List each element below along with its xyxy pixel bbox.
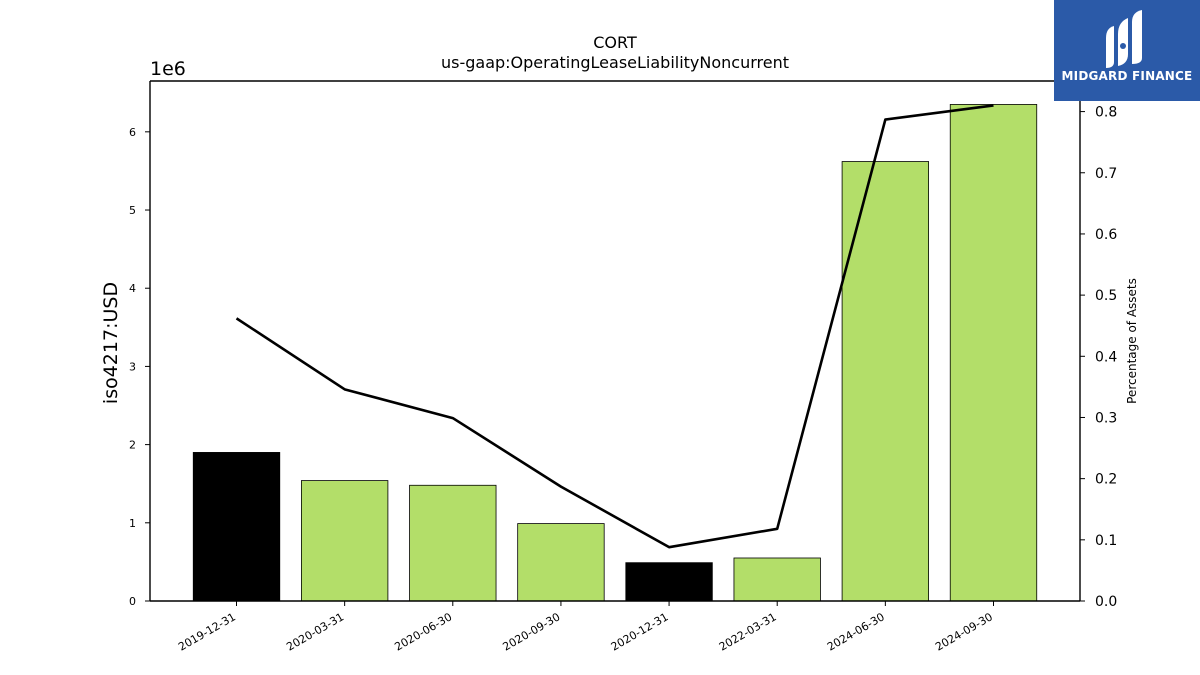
x-tick-label: 2020-09-30 bbox=[501, 610, 563, 653]
x-tick-label: 2024-06-30 bbox=[825, 610, 887, 653]
bar bbox=[409, 484, 497, 602]
bar bbox=[300, 480, 389, 602]
y-tick-label: 3 bbox=[129, 360, 136, 373]
y-tick-label: 0 bbox=[129, 595, 136, 608]
series-line bbox=[235, 104, 994, 549]
y2-axis-label: Percentage of Assets bbox=[1125, 278, 1139, 404]
logo-text: MIDGARD FINANCE bbox=[1061, 69, 1193, 83]
y2-tick-label: 0.1 bbox=[1095, 533, 1117, 549]
y2-tick-label: 0.2 bbox=[1095, 472, 1117, 488]
x-tick-label: 2020-12-31 bbox=[609, 610, 671, 653]
y2-tick-label: 0.8 bbox=[1095, 105, 1117, 121]
x-tick-label: 2020-03-31 bbox=[284, 610, 346, 653]
y-tick-label: 2 bbox=[129, 439, 136, 452]
bar bbox=[192, 452, 281, 602]
y2-tick-label: 0.5 bbox=[1095, 288, 1117, 304]
brand-logo: MIDGARD FINANCE bbox=[1054, 0, 1200, 101]
x-tick-label: 2022-03-31 bbox=[717, 610, 779, 653]
y2-tick-label: 0.0 bbox=[1095, 594, 1117, 610]
bar bbox=[841, 161, 930, 602]
x-tick-label: 2024-09-30 bbox=[933, 610, 995, 653]
x-tick-label: 2019-12-31 bbox=[176, 610, 238, 653]
bar bbox=[625, 562, 713, 602]
y-tick-label: 5 bbox=[129, 204, 136, 217]
y2-tick-label: 0.6 bbox=[1095, 227, 1117, 243]
y-axis-label: iso4217:USD bbox=[100, 282, 122, 404]
y2-tick-label: 0.4 bbox=[1095, 349, 1117, 365]
bar bbox=[517, 523, 605, 602]
y-tick-label: 6 bbox=[129, 126, 136, 139]
chart-title: CORT bbox=[593, 33, 637, 52]
bar bbox=[949, 104, 1038, 602]
chart-subtitle: us-gaap:OperatingLeaseLiabilityNoncurren… bbox=[441, 53, 789, 72]
y2-tick-label: 0.7 bbox=[1095, 166, 1117, 182]
y-tick-label: 4 bbox=[129, 282, 136, 295]
y-scale-label: 1e6 bbox=[150, 58, 186, 80]
y2-tick-label: 0.3 bbox=[1095, 410, 1117, 426]
bar bbox=[733, 557, 821, 602]
logo-mark-icon bbox=[1106, 10, 1142, 68]
y-tick-label: 1 bbox=[129, 517, 136, 530]
x-tick-label: 2020-06-30 bbox=[392, 610, 454, 653]
